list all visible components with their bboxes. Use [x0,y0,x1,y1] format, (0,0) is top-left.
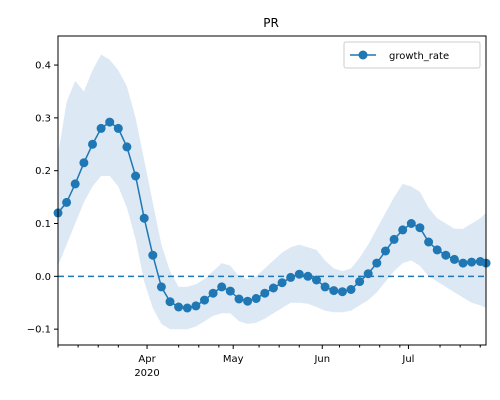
x-tick-year-label: 2020 [134,368,159,379]
y-tick-label: 0.2 [35,166,51,177]
data-point [234,294,244,304]
data-point [286,272,296,282]
data-point [415,223,425,233]
y-tick-label: 0.3 [35,113,51,124]
data-point [398,225,408,235]
data-point [174,302,184,312]
data-point [381,246,390,256]
data-point [251,294,261,303]
data-point [389,234,399,244]
data-point [458,258,468,268]
y-tick-label: 0.4 [35,61,51,72]
legend: growth_rate [343,41,481,69]
data-point [225,286,235,296]
data-point [88,139,97,149]
data-point [467,257,477,267]
data-point [139,213,149,223]
axes-frame [57,35,487,346]
legend-label: growth_rate [389,51,449,62]
data-point [182,303,192,313]
plot-area: −0.1 0.0 0.1 0.2 0.3 0.4 Apr 2020 May Jun Jul [27,35,491,379]
data-point [79,158,89,168]
data-point [449,254,459,264]
data-point [165,297,175,307]
chart-title: PR [263,16,279,30]
data-point [200,295,209,305]
data-point [337,287,347,297]
data-point [277,278,287,288]
data-point [363,269,373,279]
data-point [303,271,313,281]
legend-marker [358,50,368,60]
data-point [105,117,115,127]
data-point [312,275,321,285]
data-point [131,171,141,181]
data-point [346,285,356,294]
data-point [260,288,270,298]
data-point [355,277,365,287]
data-point [96,123,106,133]
data-point [294,269,304,279]
y-tick-label: −0.1 [27,325,51,336]
data-point [191,301,201,311]
data-point [243,296,253,306]
data-point [156,282,166,292]
x-tick-label: Jul [401,354,414,365]
data-point [113,123,123,133]
data-point [441,250,451,260]
data-point [217,282,227,292]
data-point [372,258,382,268]
data-point [208,288,218,298]
legend-box [343,41,481,69]
data-point [70,179,80,189]
data-point [268,283,278,293]
data-point [432,245,442,255]
data-point [329,286,339,296]
y-tick-label: 0.0 [35,272,51,283]
y-tick-label: 0.1 [35,219,51,230]
data-point [148,250,158,260]
data-point [320,282,330,292]
x-tick-label: Jun [313,354,330,365]
data-point [62,197,72,207]
data-point [406,219,416,228]
x-tick-label: Apr [138,354,156,365]
x-tick-label: May [223,354,244,365]
data-point [122,142,132,152]
data-point [424,237,434,247]
